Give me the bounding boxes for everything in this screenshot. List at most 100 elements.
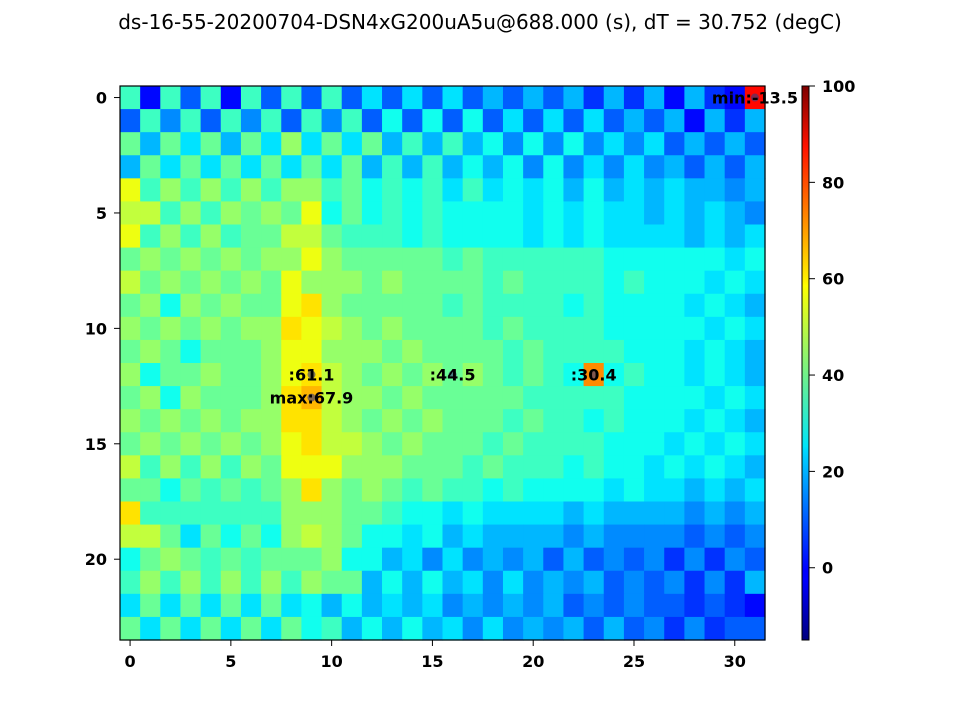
heatmap-cell: [361, 339, 383, 364]
heatmap-cell: [502, 432, 524, 456]
heatmap-cell: [200, 155, 222, 179]
heatmap-cell: [543, 247, 565, 272]
heatmap-cell: [644, 409, 665, 433]
heatmap-cell: [261, 316, 282, 341]
heatmap-cell: [482, 293, 504, 318]
heatmap-cell: [442, 109, 464, 133]
heatmap-cell: [523, 363, 544, 387]
heatmap-cell: [220, 455, 242, 480]
heatmap-cell: [422, 524, 444, 549]
heatmap-cell: [583, 524, 605, 549]
heatmap-cell: [442, 547, 464, 572]
heatmap-cell: [583, 432, 605, 456]
heatmap-cell: [502, 616, 524, 641]
heatmap-cell: [502, 224, 524, 249]
heatmap-cell: [583, 501, 605, 526]
heatmap-cell: [523, 524, 544, 549]
heatmap-cell: [462, 593, 484, 618]
heatmap-cell: [341, 478, 363, 503]
heatmap-cell: [321, 363, 343, 387]
heatmap-cell: [543, 339, 565, 364]
heatmap-cell: [281, 155, 303, 179]
heatmap-cell: [361, 201, 383, 226]
heatmap-cell: [482, 155, 504, 179]
heatmap-cell: [341, 86, 363, 110]
heatmap-cell: [200, 132, 222, 156]
x-tick-label: 15: [421, 652, 443, 671]
heatmap-cell: [361, 409, 383, 433]
heatmap-cell: [744, 363, 766, 387]
heatmap-cell: [744, 501, 766, 526]
heatmap-cell: [422, 293, 444, 318]
heatmap-cell: [422, 132, 444, 156]
heatmap-cell: [422, 455, 444, 480]
heatmap-cell: [482, 247, 504, 272]
heatmap-cells: [120, 86, 766, 641]
heatmap-cell: [644, 616, 665, 641]
heatmap-cell: [281, 224, 303, 249]
heatmap-cell: [120, 270, 141, 295]
heatmap-cell: [180, 132, 202, 156]
heatmap-cell: [422, 270, 444, 295]
heatmap-cell: [200, 593, 222, 618]
heatmap-cell: [603, 109, 625, 133]
heatmap-cell: [603, 616, 625, 641]
heatmap-cell: [301, 501, 323, 526]
heatmap-cell: [502, 178, 524, 203]
heatmap-cell: [664, 86, 685, 110]
heatmap-cell: [502, 86, 524, 110]
heatmap-cell: [140, 524, 161, 549]
heatmap-cell: [220, 616, 242, 641]
heatmap-cell: [603, 316, 625, 341]
heatmap-cell: [462, 86, 484, 110]
heatmap-cell: [543, 86, 565, 110]
heatmap-cell: [684, 247, 706, 272]
heatmap-cell: [120, 570, 141, 595]
annotation-label: :30.4: [571, 366, 617, 385]
heatmap-cell: [422, 224, 444, 249]
heatmap-cell: [583, 224, 605, 249]
heatmap-cell: [664, 616, 685, 641]
heatmap-cell: [341, 178, 363, 203]
heatmap-cell: [684, 109, 706, 133]
annotation-marker: [589, 370, 598, 379]
heatmap-cell: [402, 316, 423, 341]
heatmap-cell: [341, 109, 363, 133]
heatmap-cell: [261, 616, 282, 641]
heatmap-cell: [341, 132, 363, 156]
heatmap-cell: [301, 570, 323, 595]
heatmap-cell: [523, 132, 544, 156]
heatmap-cell: [361, 316, 383, 341]
heatmap-cell: [402, 363, 423, 387]
heatmap-cell: [180, 616, 202, 641]
heatmap-cell: [240, 339, 262, 364]
heatmap-cell: [644, 339, 665, 364]
heatmap-cell: [361, 432, 383, 456]
heatmap-cell: [462, 316, 484, 341]
heatmap-cell: [704, 109, 726, 133]
heatmap-cell: [200, 86, 222, 110]
heatmap-cell: [664, 293, 685, 318]
heatmap-cell: [321, 132, 343, 156]
heatmap-cell: [442, 132, 464, 156]
heatmap-cell: [482, 455, 504, 480]
heatmap-cell: [684, 316, 706, 341]
heatmap-cell: [623, 501, 645, 526]
heatmap-cell: [563, 524, 585, 549]
heatmap-cell: [321, 478, 343, 503]
heatmap-cell: [583, 293, 605, 318]
heatmap-cell: [523, 547, 544, 572]
heatmap-cell: [341, 339, 363, 364]
heatmap-cell: [563, 201, 585, 226]
heatmap-cell: [704, 132, 726, 156]
heatmap-cell: [442, 455, 464, 480]
heatmap-cell: [321, 178, 343, 203]
heatmap-cell: [341, 155, 363, 179]
heatmap-cell: [240, 593, 262, 618]
heatmap-cell: [482, 201, 504, 226]
heatmap-cell: [563, 132, 585, 156]
heatmap-cell: [160, 478, 182, 503]
heatmap-cell: [200, 247, 222, 272]
heatmap-cell: [684, 224, 706, 249]
heatmap-cell: [744, 247, 766, 272]
